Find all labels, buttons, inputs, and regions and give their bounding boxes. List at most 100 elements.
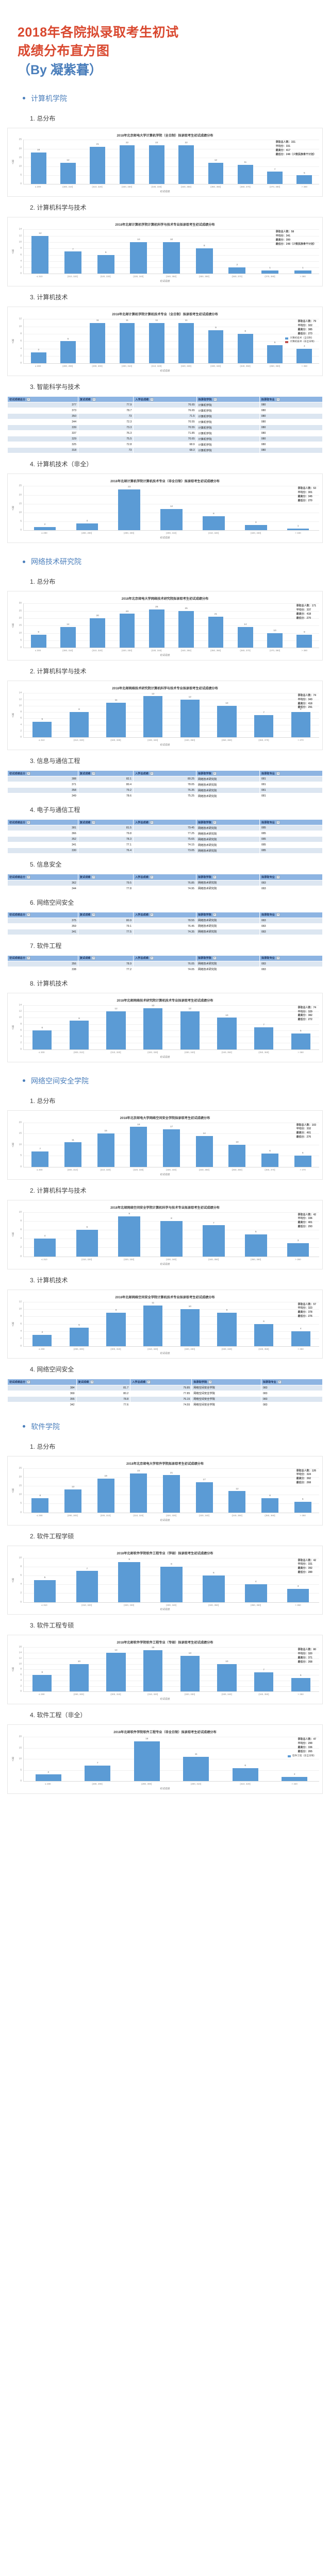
- filter-icon[interactable]: ▾: [27, 771, 31, 775]
- table-column-header[interactable]: 复试成绩 ▾: [76, 1379, 131, 1385]
- bar[interactable]: [160, 1566, 183, 1602]
- filter-icon[interactable]: ▾: [276, 913, 280, 917]
- table-column-header[interactable]: 复试成绩 ▾: [77, 955, 134, 961]
- bar[interactable]: [106, 702, 126, 738]
- bar[interactable]: [32, 1030, 52, 1049]
- bar[interactable]: [90, 323, 106, 364]
- table-column-header[interactable]: 初试成绩总分 ▾: [7, 911, 78, 918]
- table-column-header[interactable]: 拟录取学院 ▾: [195, 874, 260, 880]
- table-column-header[interactable]: 入学总成绩 ▾: [133, 396, 197, 403]
- bar[interactable]: [119, 145, 135, 184]
- bar[interactable]: [296, 175, 312, 184]
- table-column-header[interactable]: 入学总成绩 ▾: [133, 874, 196, 880]
- bar[interactable]: [232, 1768, 258, 1782]
- bar[interactable]: [296, 348, 312, 364]
- table-column-header[interactable]: 入学总成绩 ▾: [130, 1379, 192, 1385]
- bar[interactable]: [31, 235, 49, 274]
- filter-icon[interactable]: ▾: [27, 875, 31, 879]
- bar[interactable]: [178, 323, 194, 364]
- legend-item[interactable]: 计算机技术（非全日制）: [285, 340, 316, 344]
- table-column-header[interactable]: 拟录取专业 ▾: [259, 819, 323, 826]
- bar[interactable]: [261, 270, 279, 274]
- table-column-header[interactable]: 复试成绩 ▾: [77, 819, 134, 826]
- filter-icon[interactable]: ▾: [92, 913, 96, 917]
- table-column-header[interactable]: 入学总成绩 ▾: [133, 770, 196, 777]
- bar[interactable]: [30, 152, 46, 184]
- bar[interactable]: [64, 1142, 82, 1167]
- table-column-header[interactable]: 拟录取学院 ▾: [191, 1379, 261, 1385]
- bar[interactable]: [296, 634, 312, 648]
- bar[interactable]: [30, 352, 46, 364]
- bar[interactable]: [143, 696, 163, 738]
- bar[interactable]: [237, 164, 253, 184]
- bar[interactable]: [134, 1741, 160, 1782]
- filter-icon[interactable]: ▾: [92, 771, 96, 775]
- bar[interactable]: [118, 1562, 140, 1602]
- bar[interactable]: [130, 242, 147, 274]
- bar[interactable]: [244, 525, 267, 531]
- bar[interactable]: [254, 715, 274, 738]
- filter-icon[interactable]: ▾: [150, 771, 154, 775]
- filter-icon[interactable]: ▾: [27, 956, 31, 960]
- bar[interactable]: [162, 1129, 180, 1167]
- table-column-header[interactable]: 入学总成绩 ▾: [133, 819, 196, 826]
- bar[interactable]: [148, 323, 164, 364]
- bar[interactable]: [32, 721, 52, 738]
- bar[interactable]: [203, 516, 225, 531]
- filter-icon[interactable]: ▾: [92, 875, 96, 879]
- bar[interactable]: [287, 528, 309, 531]
- bar[interactable]: [160, 1221, 183, 1257]
- filter-icon[interactable]: ▾: [212, 956, 217, 960]
- bar[interactable]: [30, 634, 46, 648]
- filter-icon[interactable]: ▾: [27, 820, 31, 824]
- bar[interactable]: [180, 1655, 200, 1692]
- bar[interactable]: [106, 1313, 126, 1346]
- bar[interactable]: [291, 1331, 310, 1346]
- filter-icon[interactable]: ▾: [276, 397, 280, 401]
- bar[interactable]: [228, 1144, 246, 1167]
- table-column-header[interactable]: 初试成绩总分 ▾: [7, 396, 78, 403]
- bar[interactable]: [244, 1234, 267, 1257]
- bar[interactable]: [148, 145, 164, 184]
- table-column-header[interactable]: 拟录取学院 ▾: [195, 955, 260, 961]
- bar[interactable]: [208, 330, 224, 364]
- filter-icon[interactable]: ▾: [212, 820, 217, 824]
- bar[interactable]: [282, 1776, 308, 1782]
- table-column-header[interactable]: 初试成绩总分 ▾: [7, 1379, 77, 1385]
- filter-icon[interactable]: ▾: [212, 771, 217, 775]
- table-column-header[interactable]: 复试成绩 ▾: [77, 911, 134, 918]
- bar[interactable]: [90, 147, 106, 184]
- bar[interactable]: [178, 145, 194, 184]
- bar[interactable]: [31, 1151, 49, 1167]
- bar[interactable]: [76, 523, 98, 531]
- filter-icon[interactable]: ▾: [147, 1380, 151, 1384]
- bar[interactable]: [97, 255, 114, 274]
- bar[interactable]: [217, 705, 237, 738]
- bar[interactable]: [287, 1243, 309, 1257]
- filter-icon[interactable]: ▾: [92, 397, 96, 401]
- legend-item[interactable]: 软件工程（非全日制）: [288, 1754, 316, 1758]
- table-column-header[interactable]: 复试成绩 ▾: [77, 396, 134, 403]
- filter-icon[interactable]: ▾: [277, 1380, 282, 1384]
- bar[interactable]: [180, 1309, 200, 1346]
- legend-item[interactable]: 计算机技术（全日制）: [285, 336, 316, 340]
- bar[interactable]: [60, 163, 76, 184]
- bar[interactable]: [291, 1677, 310, 1692]
- bar[interactable]: [180, 699, 200, 738]
- table-column-header[interactable]: 拟录取专业 ▾: [259, 770, 323, 777]
- bar[interactable]: [203, 1575, 225, 1602]
- bar[interactable]: [294, 1501, 311, 1513]
- bar[interactable]: [64, 1489, 82, 1513]
- bar[interactable]: [97, 1479, 114, 1513]
- filter-icon[interactable]: ▾: [212, 913, 217, 917]
- bar[interactable]: [261, 1153, 279, 1167]
- bar[interactable]: [60, 341, 76, 364]
- bar[interactable]: [162, 242, 180, 274]
- bar[interactable]: [76, 1571, 98, 1602]
- bar[interactable]: [97, 1133, 114, 1167]
- bar[interactable]: [90, 618, 106, 648]
- filter-icon[interactable]: ▾: [27, 397, 31, 401]
- bar[interactable]: [34, 527, 56, 531]
- filter-icon[interactable]: ▾: [27, 1380, 31, 1384]
- filter-icon[interactable]: ▾: [150, 956, 154, 960]
